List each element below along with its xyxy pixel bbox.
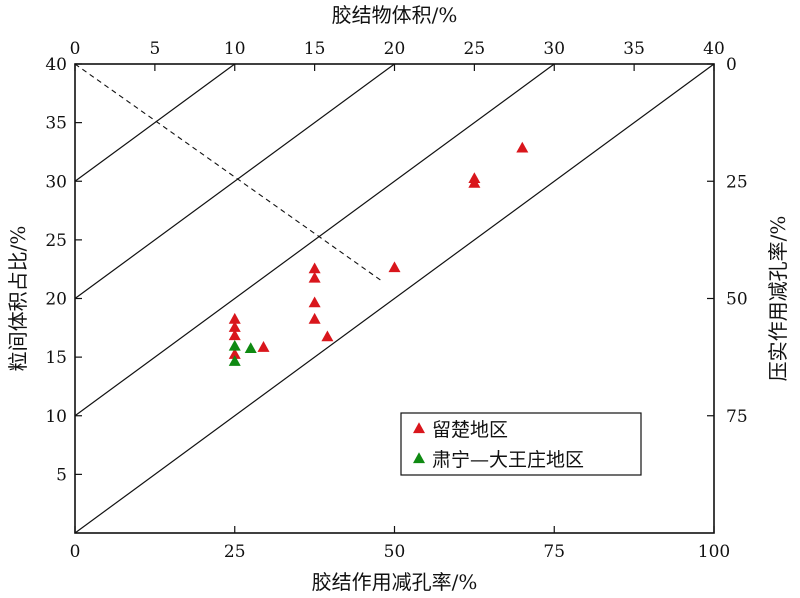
point-series-0 xyxy=(321,330,334,342)
point-series-1 xyxy=(228,355,241,366)
point-series-0 xyxy=(228,348,241,359)
right-tick-label: 25 xyxy=(726,172,748,192)
point-series-1 xyxy=(244,342,257,354)
top-tick-label: 5 xyxy=(149,39,160,59)
data-points xyxy=(228,141,529,366)
legend-marker-liuchu xyxy=(413,422,425,434)
reference-line-0 xyxy=(74,63,236,182)
point-series-0 xyxy=(308,296,321,308)
top-tick-label: 15 xyxy=(304,39,326,59)
point-series-0 xyxy=(257,341,270,352)
right-axis-title: 压实作用减孔率/% xyxy=(766,216,790,382)
point-series-0 xyxy=(468,176,481,188)
left-tick-label: 5 xyxy=(56,465,67,485)
point-series-0 xyxy=(308,312,321,324)
bottom-tick-label: 25 xyxy=(224,542,246,562)
left-tick-label: 25 xyxy=(45,231,67,251)
left-tick-label: 15 xyxy=(45,348,67,368)
legend: 留楚地区 肃宁—大王庄地区 xyxy=(400,412,642,476)
top-tick-label: 35 xyxy=(623,39,645,59)
left-tick-label: 35 xyxy=(45,114,67,134)
top-tick-label: 10 xyxy=(224,39,246,59)
left-tick-label: 30 xyxy=(45,172,67,192)
left-tick-label: 10 xyxy=(45,407,67,427)
right-tick-label: 0 xyxy=(726,55,737,75)
point-series-0 xyxy=(228,329,241,341)
bottom-tick-label: 100 xyxy=(698,542,730,562)
reference-line-1 xyxy=(74,63,395,299)
point-series-0 xyxy=(228,321,241,332)
point-series-1 xyxy=(228,339,241,351)
point-series-0 xyxy=(228,312,241,324)
legend-box xyxy=(400,412,642,476)
top-tick-label: 20 xyxy=(384,39,406,59)
point-series-0 xyxy=(308,262,321,274)
bottom-tick-label: 75 xyxy=(543,542,565,562)
point-series-0 xyxy=(516,141,529,153)
axis-ticks: 0 25 50 75 100 0 5 10 15 20 25 30 35 40 5 10 15 20 25 30 35 4… xyxy=(45,39,747,562)
top-tick-label: 30 xyxy=(543,39,565,59)
y-axis-title: 粒间体积占比/% xyxy=(6,226,30,372)
point-series-0 xyxy=(388,261,401,273)
point-series-0 xyxy=(308,271,321,283)
right-tick-label: 50 xyxy=(726,290,748,310)
legend-marker-suning-dawangzhuang xyxy=(413,452,425,464)
right-tick-label: 75 xyxy=(726,407,748,427)
x-axis-title: 胶结作用减孔率/% xyxy=(312,570,478,594)
bottom-tick-label: 0 xyxy=(70,542,81,562)
reference-line-3 xyxy=(74,63,715,534)
bottom-tick-label: 50 xyxy=(384,542,406,562)
left-tick-label: 20 xyxy=(45,290,67,310)
reference-lines xyxy=(74,63,715,534)
reference-line-2 xyxy=(74,63,555,417)
left-tick-label: 40 xyxy=(45,55,67,75)
legend-label-liuchu: 留楚地区 xyxy=(432,419,508,441)
top-axis-title: 胶结物体积/% xyxy=(332,3,458,27)
dashed-reference-line xyxy=(74,63,383,282)
top-tick-label: 40 xyxy=(703,39,725,59)
top-tick-label: 25 xyxy=(464,39,486,59)
legend-label-suning-dawangzhuang: 肃宁—大王庄地区 xyxy=(432,449,584,471)
top-tick-label: 0 xyxy=(70,39,81,59)
